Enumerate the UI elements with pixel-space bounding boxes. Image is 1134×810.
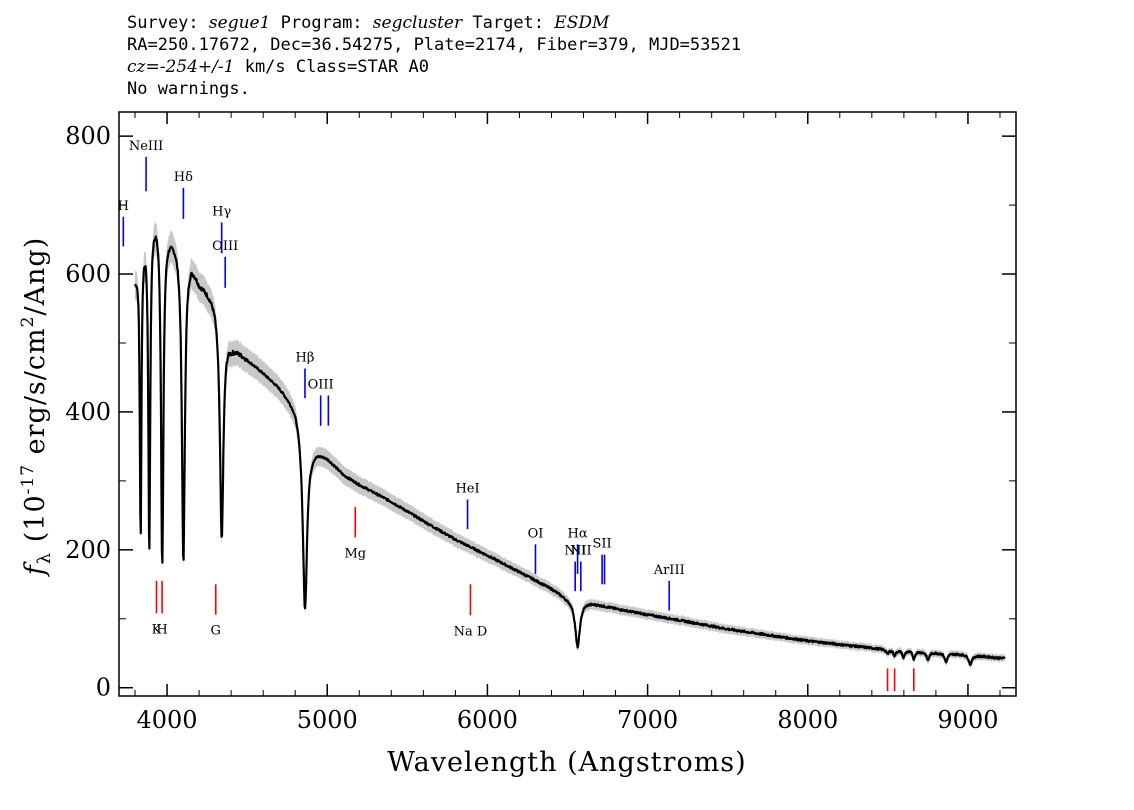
axis-ticks: 4000 5000 6000 7000 8000 9000 0 200 400 600 800 [65, 112, 1016, 734]
error-band [135, 220, 1005, 669]
cz-value: -254+/-1 [159, 57, 235, 77]
header-line-4: No warnings. [127, 79, 250, 99]
spectrum-layer [134, 235, 1006, 667]
header-line-1: Survey: segue1 Program: segcluster Targe… [127, 13, 610, 33]
emission-line-label: H [118, 199, 129, 214]
survey-value: segue1 [208, 13, 271, 33]
spectrum-header: Survey: segue1 Program: segcluster Targe… [127, 12, 741, 100]
y-tick-label: 200 [65, 536, 111, 564]
target-value: ESDM [554, 13, 610, 33]
emission-line-label: Hγ [212, 204, 231, 219]
absorption-line-label: K [152, 622, 162, 637]
program-value: segcluster [372, 13, 463, 33]
x-tick-label: 9000 [937, 706, 998, 734]
emission-line-label: Hα [568, 526, 588, 541]
absorption-line-label: Mg [344, 546, 366, 561]
emission-line-label: OIII [212, 239, 238, 254]
x-tick-label: 5000 [297, 706, 358, 734]
emission-line-label: NII [564, 544, 586, 559]
emission-line-label: ArIII [653, 563, 685, 578]
header-line-3: cz=-254+/-1 km/s Class=STAR A0 [127, 57, 429, 77]
spectrum-line [134, 235, 1006, 667]
emission-line-label: OI [528, 526, 544, 541]
emission-line-label: HeI [455, 481, 479, 496]
plot-frame [118, 111, 1017, 697]
emission-line-label: Hβ [296, 350, 315, 365]
emission-line-label: Hδ [174, 170, 193, 185]
emission-line-label: SII [593, 537, 612, 552]
absorption-line-label: G [211, 624, 221, 639]
y-tick-label: 400 [65, 398, 111, 426]
x-tick-label: 8000 [777, 706, 838, 734]
absorption-line-label: H [156, 622, 167, 637]
x-axis-title: Wavelength (Angstroms) [387, 747, 746, 778]
x-tick-label: 4000 [137, 706, 198, 734]
x-tick-label: 7000 [617, 706, 678, 734]
x-tick-label: 6000 [457, 706, 518, 734]
error-band-area [135, 220, 1005, 669]
header-line-2: RA=250.17672, Dec=36.54275, Plate=2174, … [127, 35, 742, 55]
y-axis-title: fλ (10-17 erg/s/cm2/Ang) [18, 237, 55, 577]
y-tick-label: 600 [65, 260, 111, 288]
y-tick-label: 0 [96, 674, 111, 702]
emission-line-label: NII [570, 544, 592, 559]
absorption-line-label: Na D [454, 624, 488, 639]
emission-line-label: NeIII [129, 139, 163, 154]
emission-line-label: OIII [308, 377, 334, 392]
y-tick-label: 800 [65, 122, 111, 150]
